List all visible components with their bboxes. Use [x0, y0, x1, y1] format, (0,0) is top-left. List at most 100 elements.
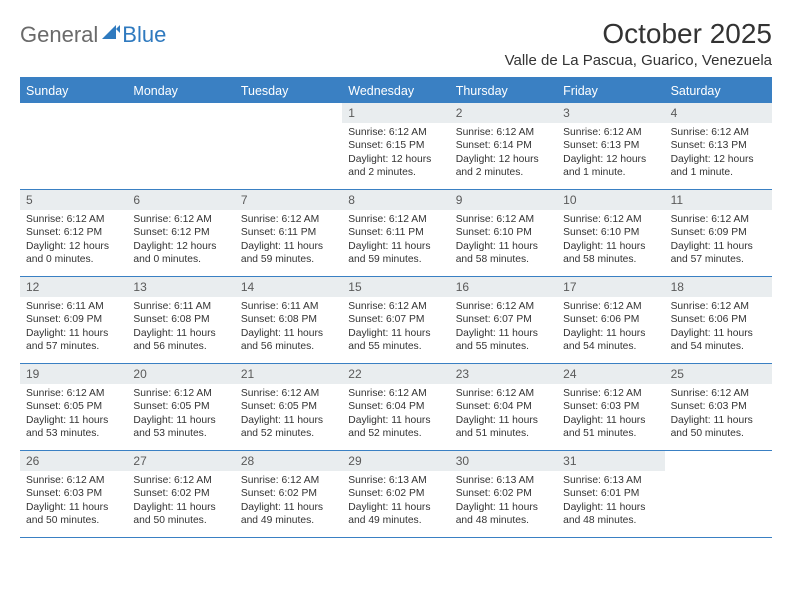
day-cell: 27Sunrise: 6:12 AMSunset: 6:02 PMDayligh…: [127, 451, 234, 537]
sunrise-text: Sunrise: 6:11 AM: [241, 300, 336, 313]
sunset-text: Sunset: 6:05 PM: [241, 400, 336, 413]
day-cell: 12 Sunrise: 6:11 AMSunset: 6:09 PMDayligh…: [20, 277, 127, 363]
day-cell: 31Sunrise: 6:13 AMSunset: 6:01 PMDayligh…: [557, 451, 664, 537]
day-cell: 20Sunrise: 6:12 AMSunset: 6:05 PMDayligh…: [127, 364, 234, 450]
day1-text: Daylight: 11 hours: [241, 501, 336, 514]
sunset-text: Sunset: 6:13 PM: [671, 139, 766, 152]
day-details: Sunrise: 6:12 AMSunset: 6:03 PMDaylight:…: [665, 384, 772, 444]
date-number: 20: [127, 364, 234, 384]
date-number: 19: [20, 364, 127, 384]
sunset-text: Sunset: 6:08 PM: [241, 313, 336, 326]
weekday-header: Monday: [127, 79, 234, 103]
day1-text: Daylight: 11 hours: [348, 240, 443, 253]
date-number: 13: [127, 277, 234, 297]
day-cell: [127, 103, 234, 189]
calendar-grid: Sunday Monday Tuesday Wednesday Thursday…: [20, 77, 772, 538]
day1-text: Daylight: 11 hours: [26, 327, 121, 340]
day2-text: and 51 minutes.: [456, 427, 551, 440]
day-cell: 11Sunrise: 6:12 AMSunset: 6:09 PMDayligh…: [665, 190, 772, 276]
logo-text-blue: Blue: [122, 22, 166, 48]
sunset-text: Sunset: 6:09 PM: [671, 226, 766, 239]
week-row: 1Sunrise: 6:12 AMSunset: 6:15 PMDaylight…: [20, 103, 772, 190]
sunrise-text: Sunrise: 6:11 AM: [26, 300, 121, 313]
day-details: Sunrise: 6:12 AMSunset: 6:05 PMDaylight:…: [20, 384, 127, 444]
day-details: Sunrise: 6:13 AMSunset: 6:02 PMDaylight:…: [342, 471, 449, 531]
day-details: Sunrise: 6:13 AMSunset: 6:01 PMDaylight:…: [557, 471, 664, 531]
date-number: 7: [235, 190, 342, 210]
day1-text: Daylight: 11 hours: [241, 240, 336, 253]
sunset-text: Sunset: 6:11 PM: [348, 226, 443, 239]
day1-text: Daylight: 11 hours: [133, 501, 228, 514]
page-header: General Blue October 2025 Valle de La Pa…: [20, 18, 772, 69]
sunrise-text: Sunrise: 6:12 AM: [563, 300, 658, 313]
day-details: Sunrise: 6:11 AMSunset: 6:08 PMDaylight:…: [127, 297, 234, 357]
sunset-text: Sunset: 6:12 PM: [26, 226, 121, 239]
sunset-text: Sunset: 6:10 PM: [456, 226, 551, 239]
day2-text: and 56 minutes.: [241, 340, 336, 353]
weekday-header: Friday: [557, 79, 664, 103]
day2-text: and 52 minutes.: [241, 427, 336, 440]
sunrise-text: Sunrise: 6:12 AM: [133, 474, 228, 487]
day-details: Sunrise: 6:11 AMSunset: 6:08 PMDaylight:…: [235, 297, 342, 357]
day2-text: and 55 minutes.: [456, 340, 551, 353]
date-number: 3: [557, 103, 664, 123]
day-cell: 15Sunrise: 6:12 AMSunset: 6:07 PMDayligh…: [342, 277, 449, 363]
sunrise-text: Sunrise: 6:12 AM: [456, 213, 551, 226]
sunrise-text: Sunrise: 6:12 AM: [133, 387, 228, 400]
day-details: Sunrise: 6:12 AMSunset: 6:09 PMDaylight:…: [665, 210, 772, 270]
date-number: 4: [665, 103, 772, 123]
weekday-header: Tuesday: [235, 79, 342, 103]
sunrise-text: Sunrise: 6:12 AM: [241, 474, 336, 487]
day1-text: Daylight: 11 hours: [671, 327, 766, 340]
day2-text: and 54 minutes.: [671, 340, 766, 353]
day-details: Sunrise: 6:12 AMSunset: 6:07 PMDaylight:…: [342, 297, 449, 357]
day-details: Sunrise: 6:12 AMSunset: 6:06 PMDaylight:…: [557, 297, 664, 357]
sunrise-text: Sunrise: 6:12 AM: [456, 126, 551, 139]
day-cell: [20, 103, 127, 189]
day-cell: [665, 451, 772, 537]
sunset-text: Sunset: 6:07 PM: [456, 313, 551, 326]
day1-text: Daylight: 11 hours: [456, 414, 551, 427]
day1-text: Daylight: 11 hours: [133, 414, 228, 427]
sunset-text: Sunset: 6:13 PM: [563, 139, 658, 152]
week-row: 19Sunrise: 6:12 AMSunset: 6:05 PMDayligh…: [20, 364, 772, 451]
sunrise-text: Sunrise: 6:13 AM: [456, 474, 551, 487]
day2-text: and 2 minutes.: [348, 166, 443, 179]
sunset-text: Sunset: 6:03 PM: [26, 487, 121, 500]
day1-text: Daylight: 11 hours: [133, 327, 228, 340]
weekday-header-row: Sunday Monday Tuesday Wednesday Thursday…: [20, 79, 772, 103]
sunrise-text: Sunrise: 6:12 AM: [26, 213, 121, 226]
sunrise-text: Sunrise: 6:12 AM: [456, 387, 551, 400]
calendar-page: General Blue October 2025 Valle de La Pa…: [0, 0, 792, 556]
date-number: 30: [450, 451, 557, 471]
sunset-text: Sunset: 6:09 PM: [26, 313, 121, 326]
date-number: 17: [557, 277, 664, 297]
sunrise-text: Sunrise: 6:12 AM: [671, 213, 766, 226]
day2-text: and 53 minutes.: [133, 427, 228, 440]
sunset-text: Sunset: 6:03 PM: [671, 400, 766, 413]
day2-text: and 0 minutes.: [26, 253, 121, 266]
day2-text: and 57 minutes.: [26, 340, 121, 353]
day2-text: and 1 minute.: [671, 166, 766, 179]
day2-text: and 56 minutes.: [133, 340, 228, 353]
date-number: 12: [20, 277, 127, 297]
day-cell: 4Sunrise: 6:12 AMSunset: 6:13 PMDaylight…: [665, 103, 772, 189]
day-details: Sunrise: 6:12 AMSunset: 6:04 PMDaylight:…: [342, 384, 449, 444]
day-details: Sunrise: 6:12 AMSunset: 6:11 PMDaylight:…: [235, 210, 342, 270]
sunset-text: Sunset: 6:06 PM: [671, 313, 766, 326]
date-number: 27: [127, 451, 234, 471]
day1-text: Daylight: 12 hours: [456, 153, 551, 166]
date-number: 5: [20, 190, 127, 210]
date-number: [665, 451, 772, 457]
day-details: Sunrise: 6:13 AMSunset: 6:02 PMDaylight:…: [450, 471, 557, 531]
sunset-text: Sunset: 6:07 PM: [348, 313, 443, 326]
weekday-header: Thursday: [450, 79, 557, 103]
day-details: Sunrise: 6:12 AMSunset: 6:14 PMDaylight:…: [450, 123, 557, 183]
sunrise-text: Sunrise: 6:12 AM: [671, 300, 766, 313]
day1-text: Daylight: 12 hours: [348, 153, 443, 166]
week-row: 26Sunrise: 6:12 AMSunset: 6:03 PMDayligh…: [20, 451, 772, 538]
day1-text: Daylight: 11 hours: [563, 240, 658, 253]
day-details: Sunrise: 6:12 AMSunset: 6:12 PMDaylight:…: [20, 210, 127, 270]
day-cell: 16Sunrise: 6:12 AMSunset: 6:07 PMDayligh…: [450, 277, 557, 363]
week-row: 12Sunrise: 6:11 AMSunset: 6:09 PMDayligh…: [20, 277, 772, 364]
